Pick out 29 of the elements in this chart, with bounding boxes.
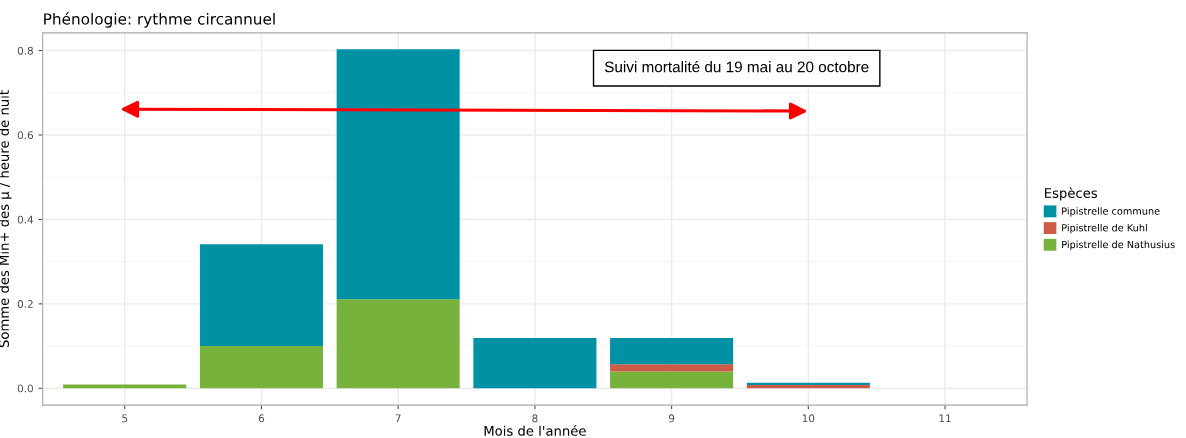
bar [199,346,323,389]
annotation: Suivi mortalité du 19 mai au 20 octobre [604,60,869,73]
legend-label: Pipistrelle de Kuhl [1062,223,1147,234]
x-tick-label: 5 [122,414,128,423]
x-tick-label: 7 [395,414,401,423]
chart-title: Phénologie: rythme circannuel [44,12,275,28]
x-tick-label: 6 [258,414,265,423]
y-tick-label: 0.8 [17,46,33,55]
bar [746,382,870,385]
y-tick-label: 0.4 [17,215,34,224]
bar [610,371,734,389]
legend-label: Pipistrelle de Nathusius [1062,240,1175,251]
legend-label: Pipistrelle commune [1062,207,1160,217]
x-tick-label: 9 [668,414,675,423]
bar [336,299,460,389]
y-tick-label: 0.0 [17,384,33,393]
legend-title: Espèces [1045,187,1098,201]
x-tick-label: 11 [939,414,951,423]
bar [336,49,460,300]
y-tick-label: 0.2 [17,300,33,308]
x-axis-title: Mois de l'année [484,425,586,436]
bar [199,244,323,347]
x-tick-label: 10 [802,414,815,423]
x-tick-label: 8 [532,414,538,423]
bar [610,364,734,372]
y-tick-label: 0.6 [17,131,34,140]
bar [473,338,597,389]
bar [610,338,734,365]
bar [63,384,187,389]
